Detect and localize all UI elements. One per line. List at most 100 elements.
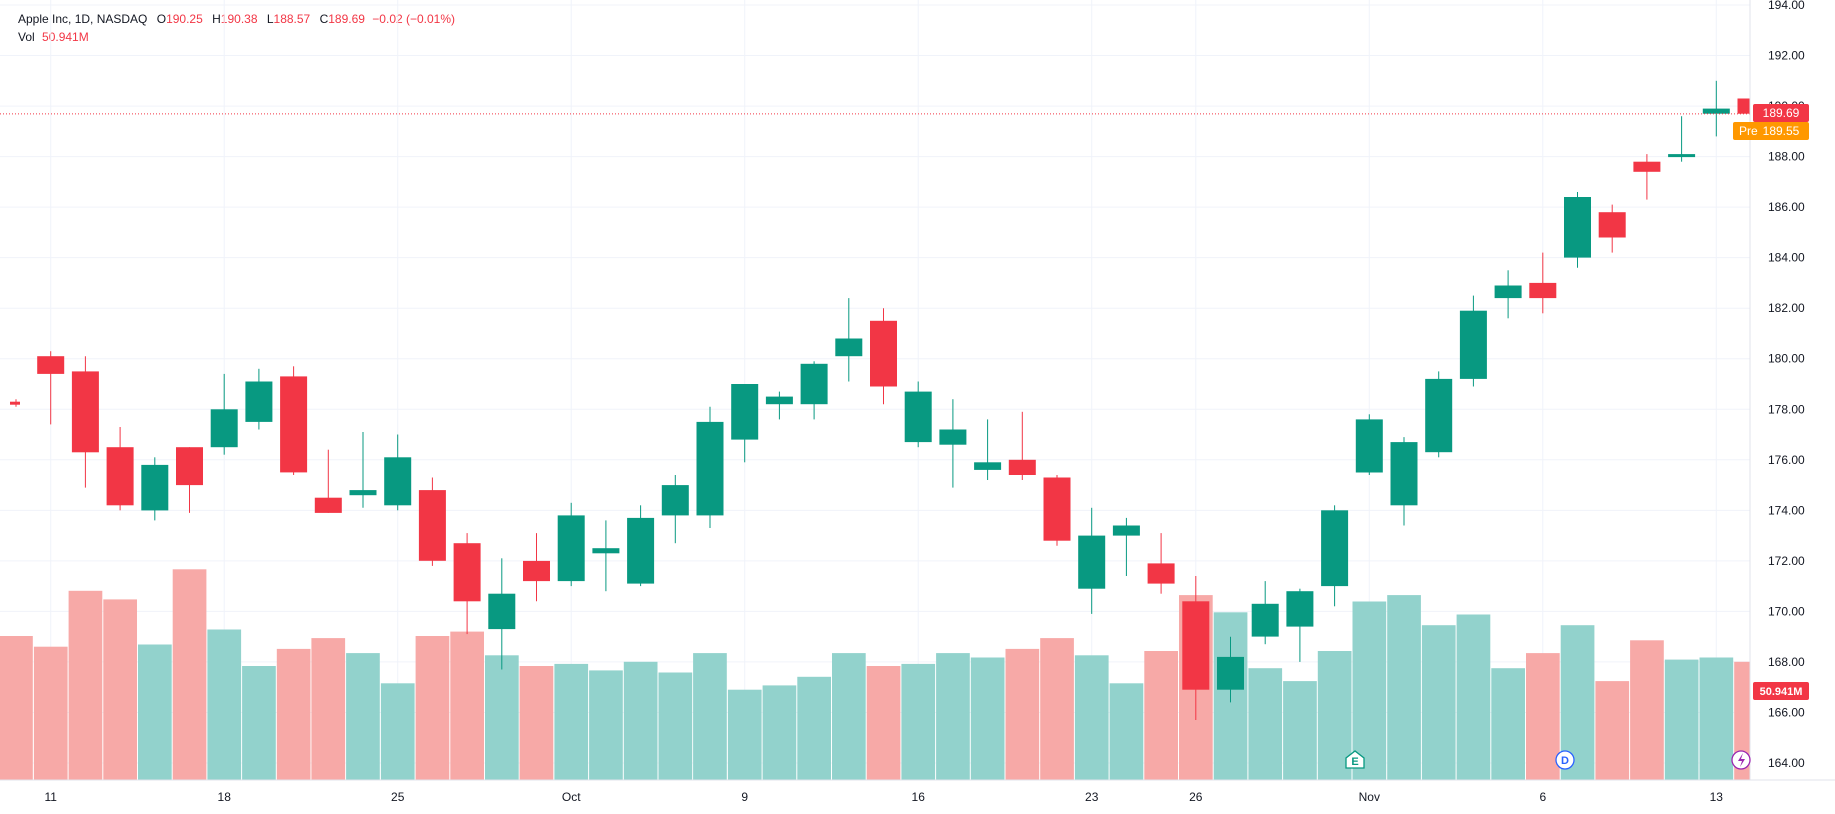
dividend-marker[interactable]: D — [1555, 750, 1575, 770]
price-tick-label: 180.00 — [1768, 352, 1805, 366]
volume-bar — [242, 666, 276, 780]
volume-bar — [415, 636, 450, 781]
legend-vol-value: 50.941M — [42, 30, 89, 44]
volume-bar — [970, 657, 1005, 780]
price-tick-label: 174.00 — [1768, 503, 1805, 517]
candle-body — [384, 457, 412, 506]
candle-body — [1633, 161, 1661, 172]
volume-bar — [1526, 653, 1560, 780]
last-price-badge-bg — [1753, 104, 1809, 122]
candle-body — [1529, 282, 1557, 299]
time-axis[interactable]: 11 18 25 Oct 9 16 23 26 Nov 6 13 — [44, 790, 1723, 804]
split-event-marker[interactable] — [1731, 750, 1751, 770]
volume-bar — [866, 666, 901, 780]
volume-bar — [1248, 668, 1283, 780]
candle-body — [1459, 310, 1487, 379]
candle-body — [835, 338, 863, 357]
volume-bar — [554, 663, 589, 780]
volume-bar — [33, 646, 68, 780]
candle-body — [210, 409, 238, 448]
candle-body — [349, 490, 377, 496]
legend-high-value: 190.38 — [220, 12, 258, 26]
volume-bar — [1664, 659, 1699, 780]
time-tick-label: 25 — [391, 790, 405, 804]
candle-body — [1008, 459, 1036, 475]
volume-bar — [450, 631, 484, 780]
candle-body — [765, 396, 793, 405]
dividend-marker-shape — [1555, 750, 1575, 770]
legend-open-label: O — [156, 12, 167, 26]
time-tick-label: 26 — [1189, 790, 1203, 804]
candle-body — [10, 401, 20, 405]
volume-bar — [1421, 625, 1456, 780]
volume-bar — [797, 676, 831, 780]
last-price-badge-text: 189.69 — [1763, 106, 1800, 120]
legend-volume-row: Vol 50.941M — [18, 28, 455, 46]
candle-body — [1494, 285, 1522, 299]
earnings-marker-shape — [1345, 750, 1365, 769]
candle-body — [1078, 535, 1106, 589]
volume-bar — [276, 648, 311, 781]
candle-body — [1355, 419, 1383, 473]
volume-bar — [485, 655, 519, 780]
candle-body — [1251, 603, 1279, 637]
price-tick-label: 172.00 — [1768, 554, 1805, 568]
candle-body — [1702, 108, 1730, 114]
legend-low-value: 188.57 — [273, 12, 311, 26]
candle-body — [1564, 197, 1591, 258]
lightning-icon — [1738, 753, 1745, 767]
earnings-marker[interactable]: E — [1345, 750, 1365, 769]
volume-bar — [380, 683, 415, 781]
legend-low-label: L — [266, 12, 274, 26]
candle-body — [37, 356, 65, 374]
candle-body — [523, 560, 550, 582]
pre-market-label: Pre — [1739, 124, 1758, 138]
candle-body — [176, 447, 203, 486]
legend-high-label: H — [212, 12, 221, 26]
candle-body — [557, 515, 585, 582]
volume-bar — [658, 672, 693, 780]
volume-bar — [1005, 648, 1040, 781]
candle-body — [453, 543, 481, 602]
price-candles — [10, 80, 1765, 720]
candle-body — [1043, 477, 1071, 541]
volume-bar — [1283, 681, 1317, 780]
candle-body — [1217, 656, 1244, 690]
volume-bars — [0, 569, 1768, 781]
pre-market-badge: Pre 189.55 — [1733, 122, 1809, 140]
candle-body — [418, 490, 446, 561]
legend-vol-label[interactable]: Vol — [18, 30, 35, 44]
volume-bar — [901, 663, 936, 780]
candle-body — [870, 320, 897, 387]
candle-body — [1321, 510, 1349, 587]
candle-body — [592, 548, 620, 554]
volume-badge: 50.941M — [1753, 682, 1809, 700]
candle-body — [661, 485, 689, 516]
earnings-marker-label: E — [1351, 756, 1358, 768]
price-tick-label: 182.00 — [1768, 301, 1805, 315]
price-tick-label: 184.00 — [1768, 251, 1805, 265]
candle-body — [314, 497, 342, 513]
time-tick-label: 23 — [1085, 790, 1099, 804]
volume-bar — [1630, 640, 1664, 781]
last-price-badge: 189.69 — [1753, 104, 1809, 122]
volume-bar — [172, 569, 207, 780]
volume-bar — [1144, 651, 1178, 780]
candle-body — [1668, 154, 1696, 158]
volume-bar — [1074, 655, 1109, 780]
volume-bar — [1109, 683, 1144, 781]
candle-body — [280, 376, 308, 473]
time-tick-label: Oct — [562, 790, 581, 804]
volume-bar — [1040, 638, 1074, 780]
price-tick-label: 186.00 — [1768, 200, 1805, 214]
time-tick-label: 6 — [1539, 790, 1546, 804]
volume-bar — [623, 661, 658, 781]
legend-change-value: −0.02 (−0.01%) — [372, 12, 456, 26]
time-tick-label: 16 — [912, 790, 926, 804]
volume-bar — [138, 644, 172, 780]
candle-body — [731, 384, 759, 440]
candle-body — [245, 381, 273, 422]
price-tick-label: 164.00 — [1768, 756, 1805, 770]
price-axis[interactable]: 164.00 166.00 168.00 170.00 172.00 174.00 176.… — [1768, 0, 1805, 770]
